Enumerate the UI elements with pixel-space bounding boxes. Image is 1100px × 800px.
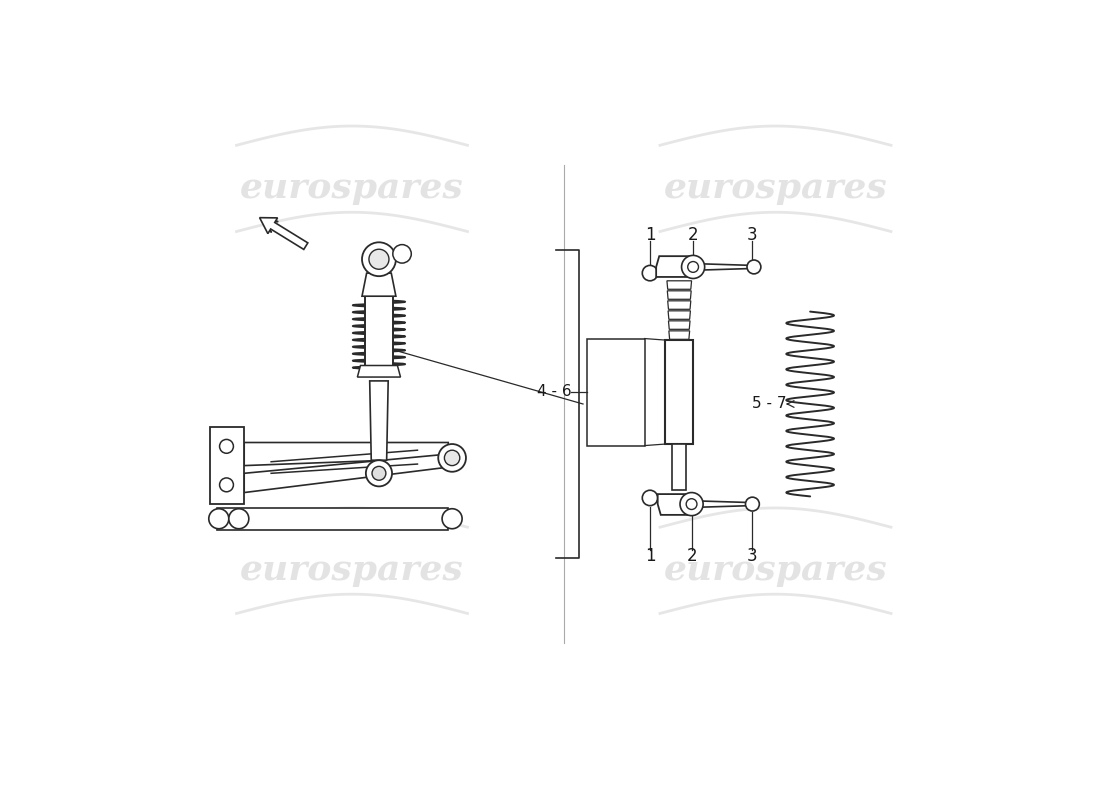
Circle shape bbox=[438, 444, 466, 472]
Circle shape bbox=[747, 260, 761, 274]
Circle shape bbox=[642, 266, 658, 281]
Polygon shape bbox=[658, 494, 695, 515]
Polygon shape bbox=[218, 508, 449, 530]
Circle shape bbox=[444, 450, 460, 466]
Circle shape bbox=[368, 250, 389, 270]
Circle shape bbox=[393, 245, 411, 263]
Polygon shape bbox=[669, 321, 690, 330]
Polygon shape bbox=[370, 381, 388, 460]
Text: eurospares: eurospares bbox=[663, 554, 888, 587]
Polygon shape bbox=[209, 427, 244, 504]
Polygon shape bbox=[701, 501, 751, 507]
Polygon shape bbox=[244, 454, 449, 493]
Text: 2: 2 bbox=[688, 226, 698, 243]
Text: 3: 3 bbox=[747, 546, 758, 565]
Polygon shape bbox=[668, 291, 691, 299]
Polygon shape bbox=[260, 218, 308, 250]
Text: 5 - 7: 5 - 7 bbox=[752, 397, 786, 411]
Circle shape bbox=[688, 262, 698, 272]
Circle shape bbox=[372, 466, 386, 480]
Text: 1: 1 bbox=[645, 226, 656, 243]
Circle shape bbox=[366, 460, 392, 486]
Polygon shape bbox=[666, 340, 693, 444]
Polygon shape bbox=[667, 281, 692, 290]
Circle shape bbox=[686, 498, 697, 510]
Circle shape bbox=[209, 509, 229, 529]
Circle shape bbox=[682, 255, 705, 278]
Polygon shape bbox=[669, 331, 690, 339]
Text: 1: 1 bbox=[645, 546, 656, 565]
Circle shape bbox=[680, 493, 703, 516]
Text: 2: 2 bbox=[686, 546, 697, 565]
Polygon shape bbox=[358, 366, 400, 377]
Text: eurospares: eurospares bbox=[663, 171, 888, 206]
Polygon shape bbox=[362, 273, 396, 296]
Polygon shape bbox=[656, 256, 696, 277]
Circle shape bbox=[642, 490, 658, 506]
Text: eurospares: eurospares bbox=[240, 171, 464, 206]
Circle shape bbox=[442, 509, 462, 529]
Text: eurospares: eurospares bbox=[240, 554, 464, 587]
Polygon shape bbox=[244, 442, 449, 466]
Circle shape bbox=[229, 509, 249, 529]
Text: 4 - 6: 4 - 6 bbox=[537, 384, 572, 399]
Circle shape bbox=[220, 478, 233, 492]
Polygon shape bbox=[668, 301, 691, 310]
Polygon shape bbox=[668, 311, 691, 319]
Circle shape bbox=[362, 242, 396, 276]
Circle shape bbox=[220, 439, 233, 454]
Circle shape bbox=[746, 497, 759, 511]
Text: 3: 3 bbox=[747, 226, 758, 243]
Polygon shape bbox=[703, 264, 752, 270]
Polygon shape bbox=[672, 444, 686, 490]
Polygon shape bbox=[365, 296, 393, 373]
